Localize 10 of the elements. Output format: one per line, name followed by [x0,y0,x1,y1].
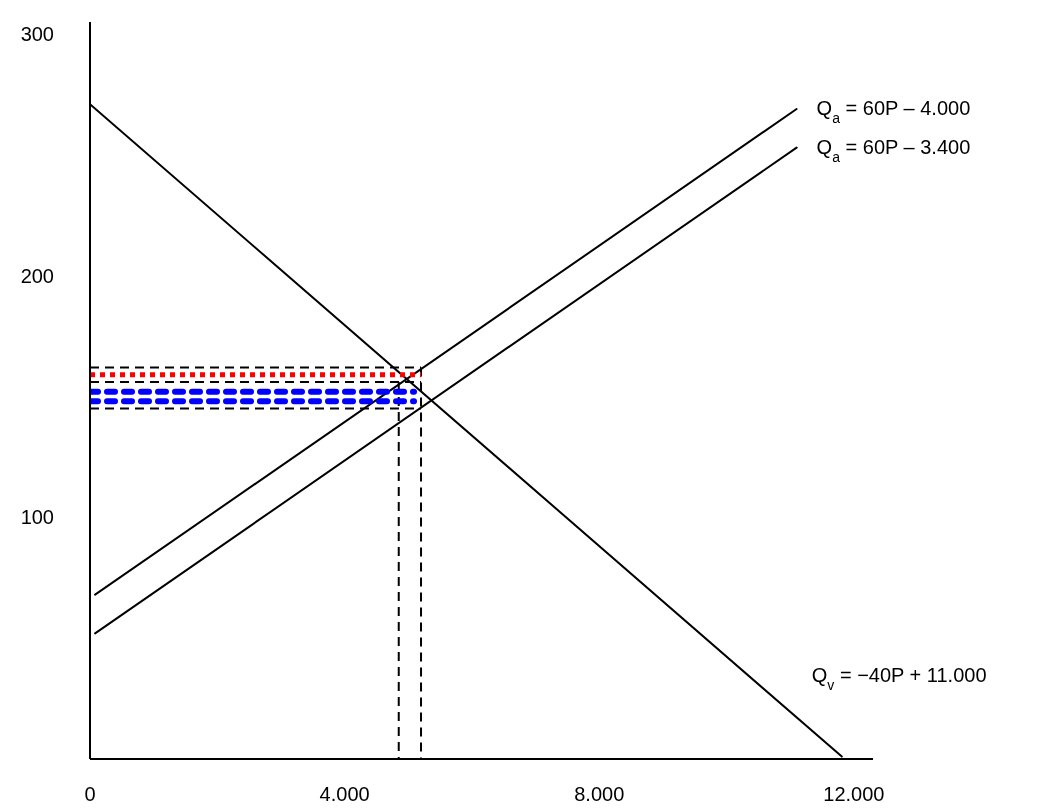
series-label: Q$_{a}$ = 60P – 3.400 [816,135,971,165]
x-tick-label: 0 [84,783,96,806]
series-label: Q$_{v}$ = −40P + 11.000 [811,663,987,693]
series-label: Q$_{a}$ = 60P – 4.000 [816,96,971,126]
x-tick-label: 4.000 [319,783,370,806]
x-tick-label: 12.000 [823,783,885,806]
y-tick-label: 200 [20,264,54,287]
y-tick-label: 100 [20,506,54,529]
x-tick-label: 8.000 [574,783,625,806]
y-tick-label: 300 [20,23,54,46]
